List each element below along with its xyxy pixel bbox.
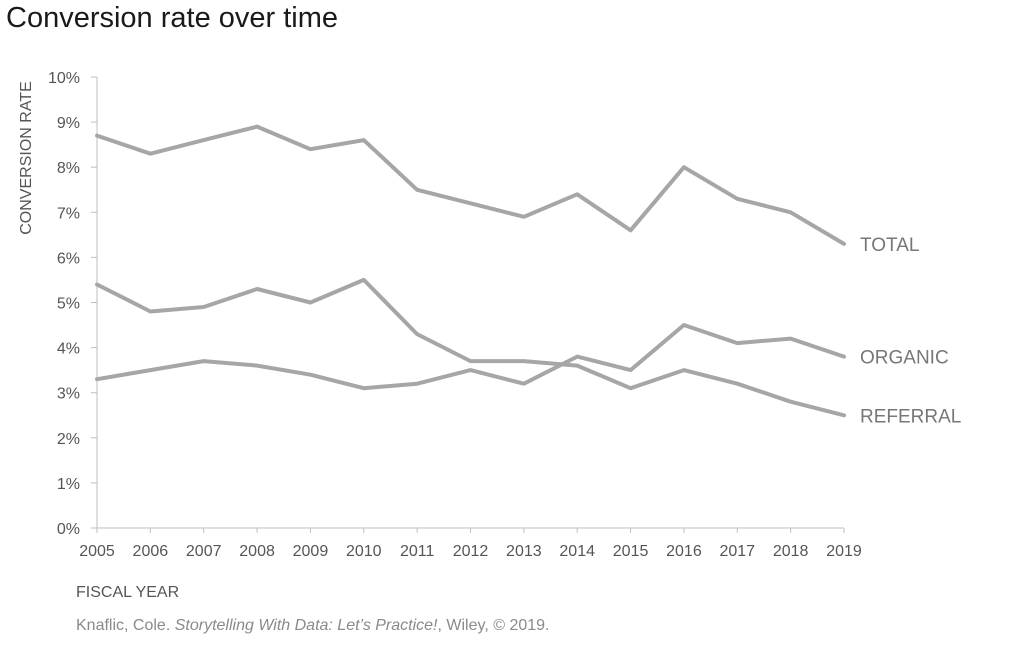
y-axis-ticks: 0% 1% 2% 3% 4% 5% 6% 7% 8% 9% 10% [48,70,97,538]
y-tick-label: 0% [57,521,80,538]
x-tick-label: 2015 [613,543,649,560]
series-end-labels: TOTAL ORGANIC REFERRAL [860,235,961,427]
y-tick-label: 7% [57,205,80,222]
series-line-referral [95,323,846,391]
x-tick-label: 2005 [79,543,115,560]
x-tick-label: 2009 [293,543,329,560]
source-publisher: , Wiley, © 2019. [437,617,550,634]
x-tick-label: 2012 [453,543,489,560]
line-chart: 0% 1% 2% 3% 4% 5% 6% 7% 8% 9% 10% 2005 2006 2007 2008… [18,70,961,601]
x-tick-label: 2013 [506,543,542,560]
y-tick-label: 4% [57,341,80,358]
x-tick-label: 2011 [400,543,435,560]
source-book-title: Storytelling With Data: Let’s Practice! [174,617,438,634]
y-tick-label: 9% [57,115,80,132]
series-line-organic [95,277,846,418]
y-tick-label: 6% [57,250,80,267]
series-lines [95,124,846,418]
x-axis-ticks: 2005 2006 2007 2008 2009 2010 2011 2012 2013 2014… [79,528,862,560]
x-tick-label: 2008 [239,543,275,560]
y-tick-label: 2% [57,431,80,448]
y-tick-label: 1% [57,476,80,493]
chart-axes [96,77,844,529]
y-axis-title: CONVERSION RATE [18,81,35,235]
y-tick-label: 3% [57,386,80,403]
y-tick-label: 10% [48,70,80,87]
y-tick-label: 5% [57,296,80,313]
series-end-label: REFERRAL [860,406,961,427]
series-line-total [95,124,846,246]
x-tick-label: 2007 [186,543,222,560]
source-note: Knaflic, Cole. Storytelling With Data: L… [76,617,549,635]
x-tick-label: 2014 [559,543,595,560]
source-author: Knaflic, Cole. [76,617,175,634]
x-tick-label: 2010 [346,543,382,560]
x-tick-label: 2019 [826,543,862,560]
x-tick-label: 2018 [773,543,809,560]
x-tick-label: 2017 [719,543,755,560]
y-tick-label: 8% [57,160,80,177]
x-tick-label: 2016 [666,543,702,560]
series-end-label: TOTAL [860,235,919,256]
chart-title: Conversion rate over time [6,2,339,34]
x-tick-label: 2006 [133,543,169,560]
series-end-label: ORGANIC [860,348,949,369]
x-axis-title: FISCAL YEAR [76,584,179,601]
